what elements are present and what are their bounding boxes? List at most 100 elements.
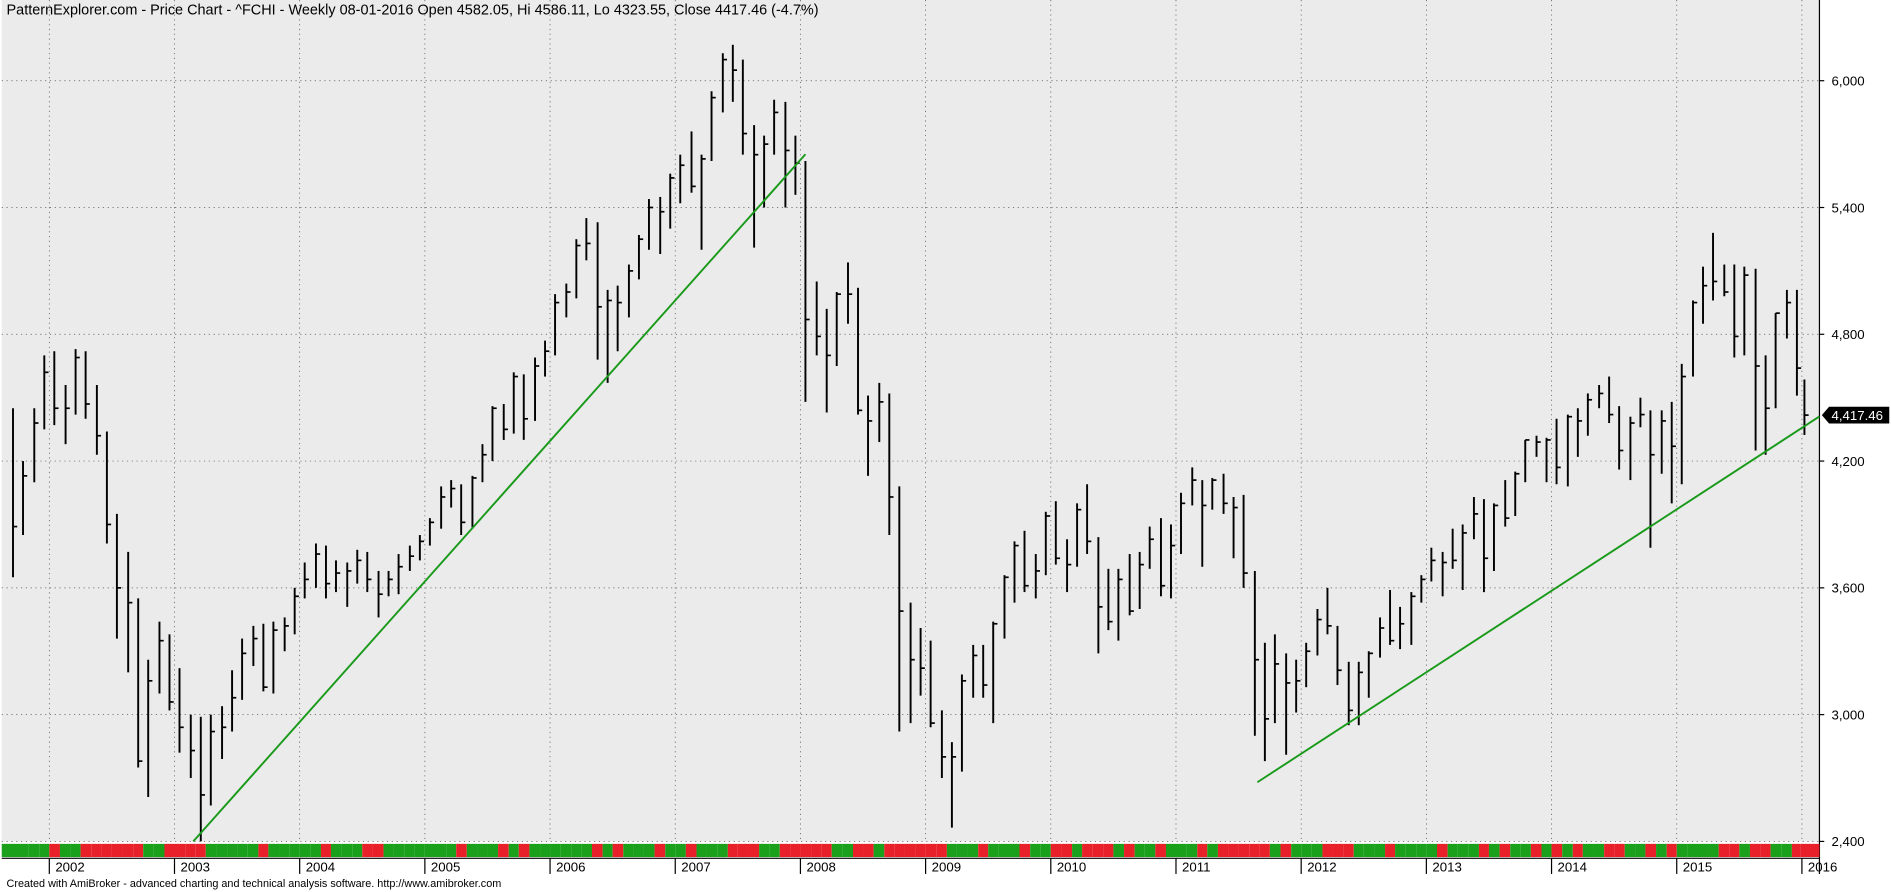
direction-cell [1050, 843, 1062, 858]
direction-cell [1280, 843, 1292, 858]
x-tick-label: 2016 [1808, 860, 1837, 875]
direction-cell [1259, 843, 1270, 858]
direction-cell [602, 843, 613, 858]
direction-cell [216, 843, 228, 858]
footer: Created with AmiBroker - advanced charti… [7, 878, 502, 890]
direction-cell [310, 843, 321, 858]
direction-cell [153, 843, 165, 858]
direction-cell [1311, 843, 1323, 858]
direction-cell [779, 843, 791, 858]
direction-cell [685, 843, 697, 858]
direction-cell [1385, 843, 1396, 858]
y-tick-label: 3,000 [1831, 707, 1864, 722]
direction-cell [1760, 843, 1771, 858]
direction-cell [591, 843, 603, 858]
direction-cell [581, 843, 592, 858]
direction-cell [1019, 843, 1031, 858]
direction-cell [1197, 843, 1208, 858]
axes: 2,400 3,000 3,600 4,200 4,800 5,400 6,000 2002 2… [48, 74, 1890, 875]
direction-cell [1457, 843, 1469, 858]
direction-cell [143, 843, 154, 858]
y-tick-label: 4,200 [1831, 454, 1864, 469]
direction-cell [894, 843, 905, 858]
direction-cell [1040, 843, 1051, 858]
direction-cell [946, 843, 957, 858]
direction-cell [1739, 843, 1750, 858]
direction-cell [205, 843, 217, 858]
direction-cell [1072, 843, 1083, 858]
direction-cell [956, 843, 968, 858]
direction-cell [341, 843, 353, 858]
y-tick-label: 5,400 [1831, 200, 1864, 215]
direction-cell [853, 843, 864, 858]
grid [1, 0, 1820, 842]
direction-cell [873, 843, 885, 858]
direction-cell [414, 843, 425, 858]
direction-cell [174, 843, 186, 858]
direction-cell [1092, 843, 1104, 858]
direction-cell [404, 843, 415, 858]
direction-cell [1291, 843, 1302, 858]
trendlines [192, 153, 1820, 843]
direction-cell [737, 843, 749, 858]
direction-cell [18, 843, 29, 858]
direction-cell [842, 843, 854, 858]
direction-cell [1175, 843, 1187, 858]
direction-cell [227, 843, 238, 858]
direction-cell [612, 843, 624, 858]
direction-cell [1134, 843, 1145, 858]
direction-cell [122, 843, 134, 858]
x-tick-label: 2005 [431, 860, 460, 875]
direction-cell [863, 843, 874, 858]
direction-cell [675, 843, 686, 858]
direction-cell [1353, 843, 1364, 858]
last-price-marker [1821, 406, 1890, 424]
last-price-label: 4,417.46 [1831, 408, 1883, 423]
direction-cell [59, 843, 71, 858]
direction-cell [1749, 843, 1761, 858]
direction-cell [529, 843, 541, 858]
direction-cell [1238, 843, 1250, 858]
direction-cell [268, 843, 280, 858]
direction-cell [1207, 843, 1218, 858]
direction-cell [727, 843, 738, 858]
direction-cell [1666, 843, 1677, 858]
direction-cell [80, 843, 92, 858]
direction-cell [1009, 843, 1020, 858]
direction-cell [1520, 843, 1531, 858]
direction-cell [185, 843, 196, 858]
trendline [192, 153, 807, 843]
direction-cell [424, 843, 436, 858]
direction-cell [1800, 843, 1820, 858]
direction-cell [133, 843, 144, 858]
x-tick-label: 2015 [1683, 860, 1712, 875]
direction-cell [717, 843, 728, 858]
direction-cell [1030, 843, 1041, 858]
direction-cell [1103, 843, 1114, 858]
direction-cell [195, 843, 206, 858]
direction-cell [1269, 843, 1281, 858]
y-tick-label: 2,400 [1831, 834, 1864, 849]
direction-cell [696, 843, 707, 858]
direction-cell [1322, 843, 1333, 858]
direction-cell [383, 843, 394, 858]
direction-cell [1165, 843, 1176, 858]
direction-cell [164, 843, 175, 858]
trendline [1256, 415, 1820, 784]
y-tick-label: 3,600 [1831, 581, 1864, 596]
direction-cell [1624, 843, 1636, 858]
direction-cell [39, 843, 50, 858]
direction-cell [936, 843, 947, 858]
x-tick-label: 2004 [306, 860, 335, 875]
direction-cell [498, 843, 509, 858]
x-tick-label: 2011 [1182, 860, 1210, 875]
direction-cell [1436, 843, 1448, 858]
direction-cell [550, 843, 561, 858]
direction-cell [289, 843, 300, 858]
direction-cell [1541, 843, 1552, 858]
direction-cell [330, 843, 342, 858]
direction-cell [978, 843, 989, 858]
direction-cell [1604, 843, 1615, 858]
direction-cell [1228, 843, 1239, 858]
